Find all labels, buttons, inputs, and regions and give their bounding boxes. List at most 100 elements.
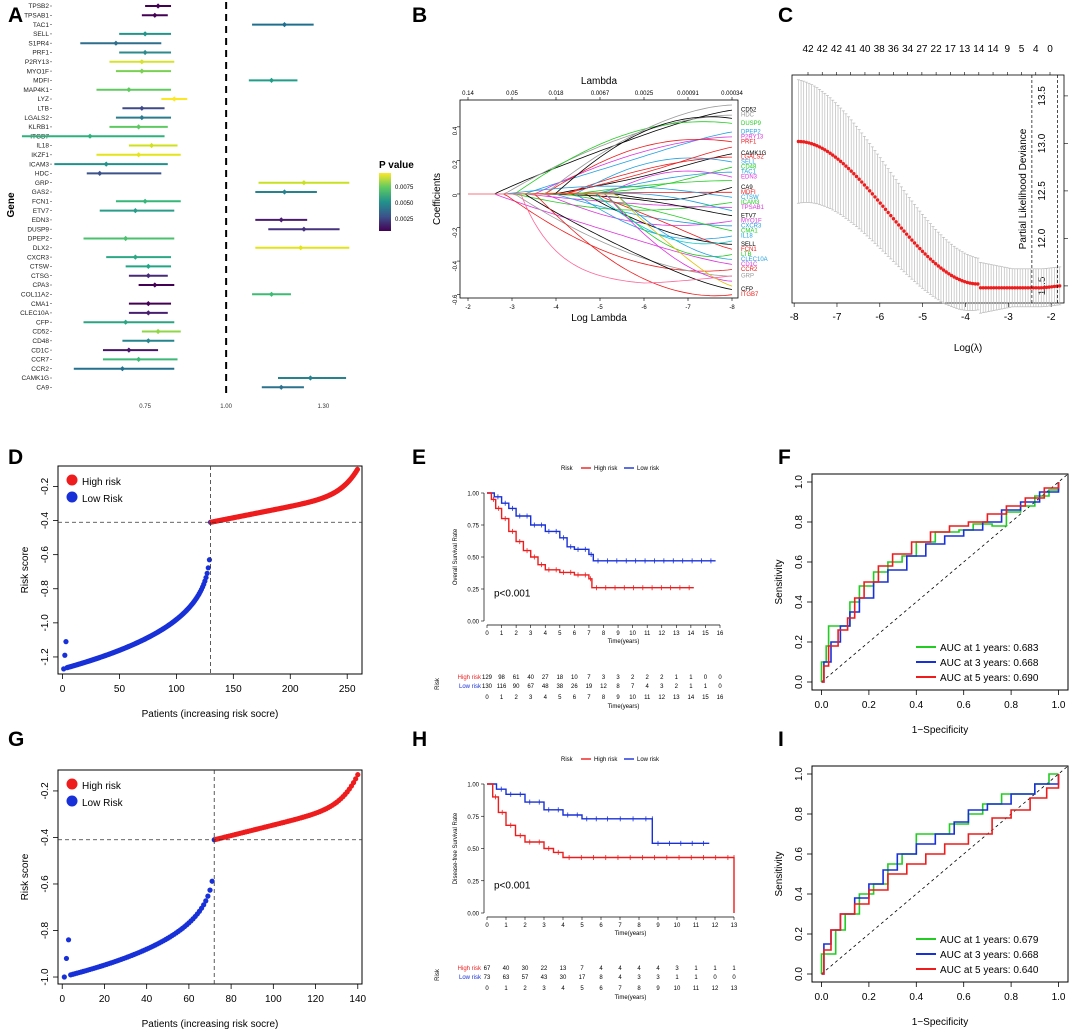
y-axis-label: Overall Survival Rate: [453, 528, 459, 585]
gene-hr-marker: [139, 59, 145, 65]
y-tick-label: 1.0: [794, 767, 805, 781]
gene-hr-marker: [155, 3, 161, 9]
risk-table-x-tick: 13: [673, 695, 680, 701]
risk-table-count: 3: [616, 675, 620, 681]
gene-hr-marker: [145, 338, 151, 344]
risk-table-count: 3: [602, 675, 606, 681]
deviance-point: [860, 180, 864, 184]
low-risk-point: [206, 557, 213, 563]
x-tick-label: 9: [616, 631, 620, 637]
deviance-point: [796, 139, 801, 144]
risk-table-count: 40: [503, 966, 510, 972]
top-tick-label: 0.14: [462, 91, 474, 97]
coefficient-path: [468, 193, 733, 284]
legend-high-risk-label: High risk: [82, 477, 122, 488]
y-tick-label: 13.5: [1037, 86, 1048, 106]
x-tick-label: 200: [282, 684, 299, 695]
coefficient-label: ITGB7: [741, 292, 759, 298]
risk-table-count: 26: [571, 684, 578, 690]
x-tick-label: 60: [183, 994, 195, 1005]
top-tick-label: 0.0067: [591, 91, 610, 97]
gene-label: IL18: [36, 143, 49, 150]
risk-table-x-tick: 5: [558, 695, 562, 701]
km-legend-low: Low risk: [637, 757, 660, 763]
top-tick-label: 0.018: [548, 91, 564, 97]
gene-label: CFP: [36, 319, 49, 326]
y-tick-label: 0.25: [467, 879, 479, 885]
risk-table-x-tick: 2: [523, 986, 527, 992]
risk-table-count: 1: [713, 966, 717, 972]
x-tick-label: -5: [597, 305, 603, 311]
top-tick-label: 0.0025: [635, 91, 654, 97]
x-axis-label: 1−Specificity: [912, 1017, 968, 1028]
risk-table-group: Low risk: [459, 684, 482, 690]
x-tick-label: 5: [580, 923, 584, 929]
gene-hr-marker: [145, 310, 151, 316]
risk-table-count: 3: [637, 975, 641, 981]
deviance-point: [902, 229, 906, 233]
x-tick-label: 140: [349, 994, 366, 1005]
coefficient-label: P2RY13: [741, 134, 764, 140]
gene-label: COL11A2: [21, 292, 49, 299]
risk-table-count: 19: [586, 684, 593, 690]
high-risk-point: [354, 466, 361, 473]
deviance-point: [1042, 285, 1046, 290]
deviance-point: [891, 217, 896, 221]
x-tick-label: 16: [717, 631, 724, 637]
top-count: 4: [1033, 44, 1039, 55]
panel-label-i: I: [778, 728, 784, 751]
low-risk-point: [62, 652, 68, 658]
deviance-point: [1052, 284, 1057, 289]
risk-table-count: 1: [675, 675, 679, 681]
y-tick-label: -0.6: [453, 294, 459, 305]
km-legend-high: High risk: [594, 757, 618, 763]
y-tick-label: -0.2: [40, 782, 51, 800]
x-tick-label: 20: [99, 994, 111, 1005]
plot-frame: [57, 465, 363, 675]
gene-label: CD1C: [31, 347, 49, 354]
top-count: 17: [945, 44, 957, 55]
coefficient-label: MYO1F: [741, 218, 762, 224]
gene-hr-marker: [126, 87, 132, 93]
coefficient-path: [468, 193, 733, 265]
y-tick-label: -1.0: [40, 968, 51, 986]
gene-hr-marker: [139, 68, 145, 74]
x-tick-label: 8: [602, 631, 606, 637]
gene-label: EDN3: [32, 217, 50, 224]
coefficient-label: TPSAB1: [741, 205, 765, 211]
top-count: 41: [845, 44, 857, 55]
x-tick-label: 0.8: [1004, 700, 1018, 711]
risk-table-group: High risk: [458, 966, 482, 972]
risk-table-x-tick: 3: [529, 695, 533, 701]
top-axis-title: Lambda: [581, 76, 618, 87]
top-count: 42: [831, 44, 843, 55]
roc-curve: [821, 774, 1060, 975]
x-axis-label: Patients (increasing risk socre): [142, 1019, 279, 1030]
x-tick-label: 100: [168, 684, 185, 695]
high-risk-point: [350, 780, 357, 786]
x-axis-label: Time(years): [615, 931, 647, 937]
deviance-point: [1047, 285, 1051, 289]
risk-table-count: 8: [616, 684, 620, 690]
top-count: 40: [859, 44, 871, 55]
risk-table-count: 98: [498, 675, 505, 681]
forest-x-tick: 0.75: [139, 404, 151, 410]
risk-table-count: 4: [618, 966, 622, 972]
risk-table-count: 12: [600, 684, 607, 690]
risk-table-x-tick: 1: [504, 986, 508, 992]
gene-hr-marker: [113, 40, 119, 46]
y-tick-label: 0.6: [794, 847, 805, 861]
deviance-point: [841, 161, 845, 166]
x-tick-label: 120: [307, 994, 324, 1005]
x-tick-label: -8: [790, 312, 799, 323]
risk-table-x-tick: 4: [561, 986, 565, 992]
deviance-point: [933, 262, 938, 266]
top-count: 34: [902, 44, 914, 55]
deviance-point: [873, 195, 877, 199]
coefficient-label: MDFI: [741, 190, 756, 196]
coefficient-label: DPEP2: [741, 129, 761, 135]
legend-label: AUC at 3 years: 0.668: [940, 658, 1039, 669]
risk-table-count: 1: [704, 684, 708, 690]
risk-table-x-tick: 11: [693, 986, 700, 992]
gene-hr-marker: [281, 22, 288, 28]
